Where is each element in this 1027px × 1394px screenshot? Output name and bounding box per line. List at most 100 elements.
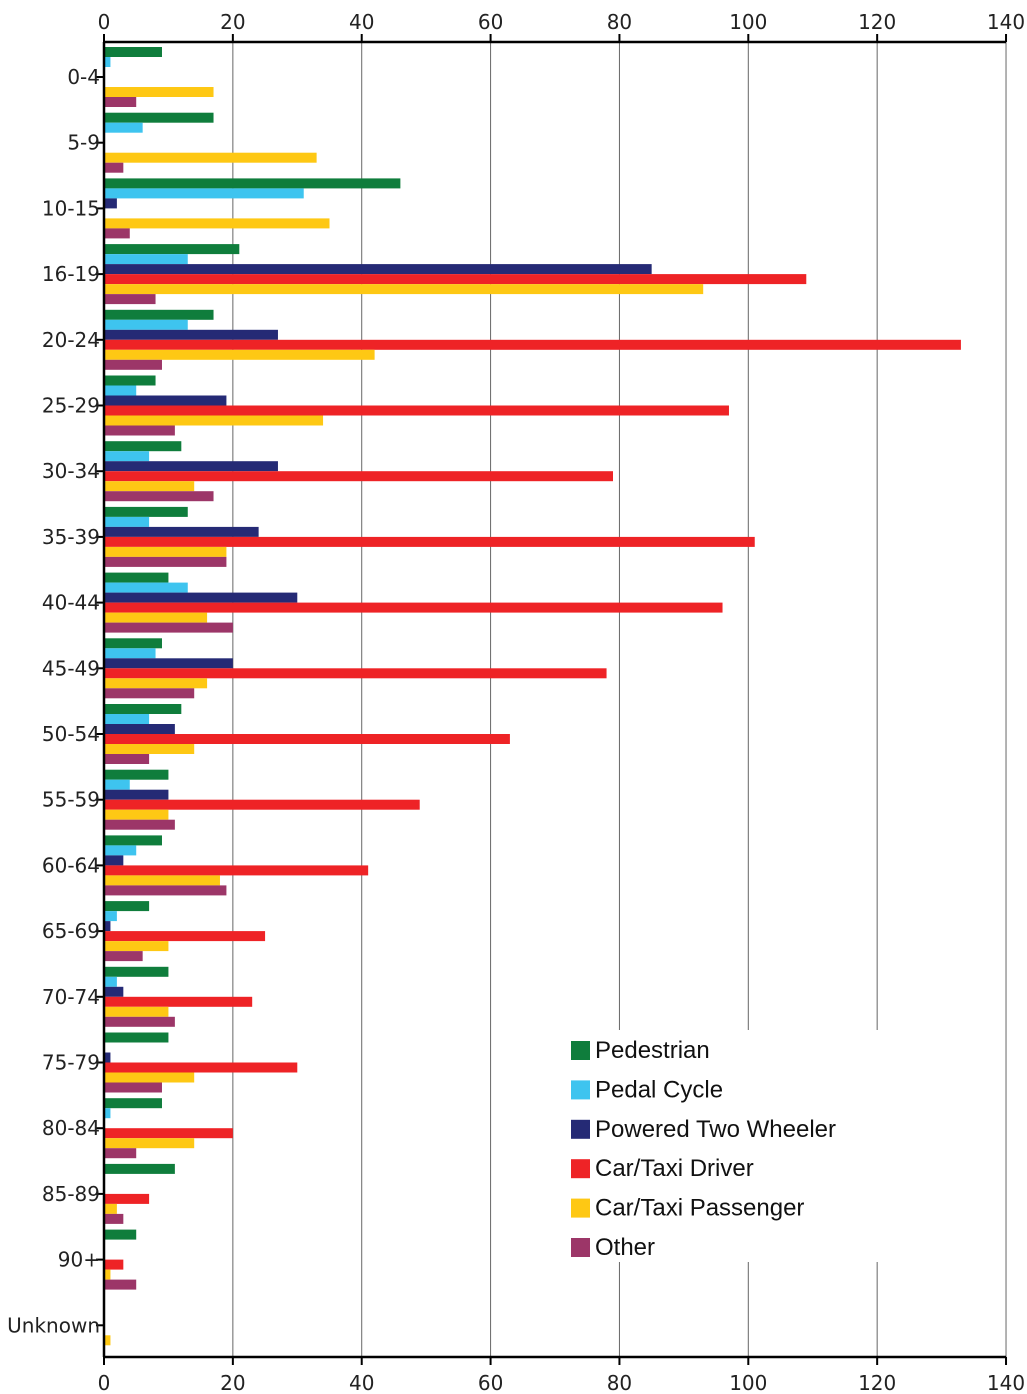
bar-car-taxi-driver-20-24 <box>104 339 961 350</box>
legend-label: Car/Taxi Driver <box>595 1155 754 1182</box>
category-label: 20-24 <box>42 328 100 352</box>
bar-other-25-29 <box>104 425 175 436</box>
bar-pedestrian-0-4 <box>104 47 162 57</box>
bar-other-65-69 <box>104 951 143 962</box>
bar-pedal-cycle-80-84 <box>104 1108 111 1119</box>
bar-car-taxi-passenger-75-79 <box>104 1072 195 1083</box>
bottom-tick-labels: 0 20 40 60 80 100 120 140 <box>98 1371 1025 1394</box>
bar-pedal-cycle-70-74 <box>104 976 117 987</box>
bar-car-taxi-passenger-70-74 <box>104 1006 169 1017</box>
bar-car-taxi-passenger-30-34 <box>104 481 195 492</box>
bar-powered-two-wheeler-20-24 <box>104 329 278 340</box>
category-label: 25-29 <box>42 394 100 418</box>
bar-pedal-cycle-30-34 <box>104 451 150 462</box>
bar-other-80-84 <box>104 1148 137 1159</box>
category-label: 65-69 <box>42 919 100 943</box>
bar-pedestrian-75-79 <box>104 1032 169 1043</box>
bar-car-taxi-passenger-45-49 <box>104 678 208 689</box>
bar-powered-two-wheeler-25-29 <box>104 395 227 406</box>
category-label: 90+ <box>58 1248 100 1272</box>
bar-car-taxi-driver-70-74 <box>104 996 253 1007</box>
category-label: 55-59 <box>42 788 100 812</box>
legend-swatch <box>571 1238 590 1257</box>
bar-powered-two-wheeler-45-49 <box>104 658 233 669</box>
bar-car-taxi-driver-55-59 <box>104 799 420 810</box>
bar-powered-two-wheeler-75-79 <box>104 1052 111 1063</box>
category-label: 75-79 <box>42 1051 100 1075</box>
bar-car-taxi-driver-85-89 <box>104 1193 150 1204</box>
bar-car-taxi-passenger-80-84 <box>104 1138 195 1149</box>
top-tick-label: 120 <box>858 10 896 34</box>
top-tick-labels: 0 20 40 60 80 100 120 140 <box>98 10 1025 34</box>
bar-pedestrian-10-15 <box>104 178 401 189</box>
axes <box>96 34 1008 1365</box>
bottom-tick-label: 120 <box>858 1371 896 1394</box>
bar-other-70-74 <box>104 1016 175 1027</box>
legend-swatch <box>571 1080 590 1100</box>
bar-pedal-cycle-10-15 <box>104 188 304 199</box>
bar-powered-two-wheeler-16-19 <box>104 264 652 275</box>
bar-other-40-44 <box>104 622 233 633</box>
bar-pedal-cycle-20-24 <box>104 319 188 330</box>
bar-powered-two-wheeler-70-74 <box>104 986 124 997</box>
legend-swatch <box>571 1119 590 1139</box>
category-label: 50-54 <box>42 722 100 746</box>
bar-other-35-39 <box>104 556 227 567</box>
bar-other-50-54 <box>104 754 150 764</box>
bar-other-5-9 <box>104 162 124 173</box>
legend-swatch <box>571 1159 590 1179</box>
bar-car-taxi-passenger-5-9 <box>104 152 317 163</box>
bar-powered-two-wheeler-40-44 <box>104 592 298 603</box>
bar-pedal-cycle-16-19 <box>104 254 188 265</box>
bar-powered-two-wheeler-35-39 <box>104 526 259 537</box>
bar-pedestrian-16-19 <box>104 244 240 255</box>
category-label: 16-19 <box>42 262 100 286</box>
bars <box>104 47 961 1346</box>
category-label: 70-74 <box>42 985 100 1009</box>
bar-pedestrian-90- <box>104 1229 137 1240</box>
legend-background <box>560 1030 880 1262</box>
bar-car-taxi-driver-30-34 <box>104 471 613 482</box>
bar-pedestrian-5-9 <box>104 112 214 123</box>
category-label: 85-89 <box>42 1182 100 1206</box>
top-tick-label: 100 <box>729 10 767 34</box>
bar-car-taxi-passenger-50-54 <box>104 744 195 754</box>
bar-car-taxi-passenger-60-64 <box>104 875 220 886</box>
bar-car-taxi-passenger-35-39 <box>104 546 227 557</box>
bar-car-taxi-passenger-85-89 <box>104 1203 117 1214</box>
category-label: Unknown <box>7 1313 100 1337</box>
bar-other-75-79 <box>104 1082 162 1093</box>
bar-pedestrian-55-59 <box>104 769 169 780</box>
bar-other-45-49 <box>104 688 195 699</box>
bar-pedal-cycle-50-54 <box>104 714 150 724</box>
bar-pedestrian-30-34 <box>104 441 182 452</box>
category-label: 35-39 <box>42 525 100 549</box>
bottom-tick-label: 60 <box>478 1371 503 1394</box>
bar-car-taxi-driver-50-54 <box>104 734 510 744</box>
bar-other-0-4 <box>104 97 137 107</box>
bar-car-taxi-driver-25-29 <box>104 405 729 416</box>
bar-pedal-cycle-65-69 <box>104 911 117 922</box>
bar-pedestrian-65-69 <box>104 901 150 912</box>
bar-car-taxi-passenger-90- <box>104 1269 111 1280</box>
top-tick-label: 60 <box>478 10 503 34</box>
bottom-tick-label: 140 <box>987 1371 1025 1394</box>
bar-car-taxi-driver-75-79 <box>104 1062 298 1073</box>
category-labels: 0-4 5-9 10-15 16-19 20-24 25-29 30-34 35-39 40-4… <box>7 65 100 1337</box>
category-label: 80-84 <box>42 1116 100 1140</box>
bar-car-taxi-driver-40-44 <box>104 602 723 613</box>
top-tick-label: 20 <box>220 10 245 34</box>
bar-pedal-cycle-40-44 <box>104 582 188 593</box>
bar-powered-two-wheeler-50-54 <box>104 724 175 734</box>
bottom-tick-label: 20 <box>220 1371 245 1394</box>
bar-pedestrian-40-44 <box>104 572 169 583</box>
bar-car-taxi-passenger-unknown <box>104 1335 111 1346</box>
bar-car-taxi-driver-80-84 <box>104 1128 233 1139</box>
bar-pedestrian-45-49 <box>104 638 162 649</box>
bar-car-taxi-driver-45-49 <box>104 668 607 679</box>
bar-other-90- <box>104 1279 137 1290</box>
category-label: 10-15 <box>42 196 100 220</box>
bar-powered-two-wheeler-10-15 <box>104 198 117 209</box>
bar-powered-two-wheeler-65-69 <box>104 921 111 932</box>
category-label: 45-49 <box>42 656 100 680</box>
